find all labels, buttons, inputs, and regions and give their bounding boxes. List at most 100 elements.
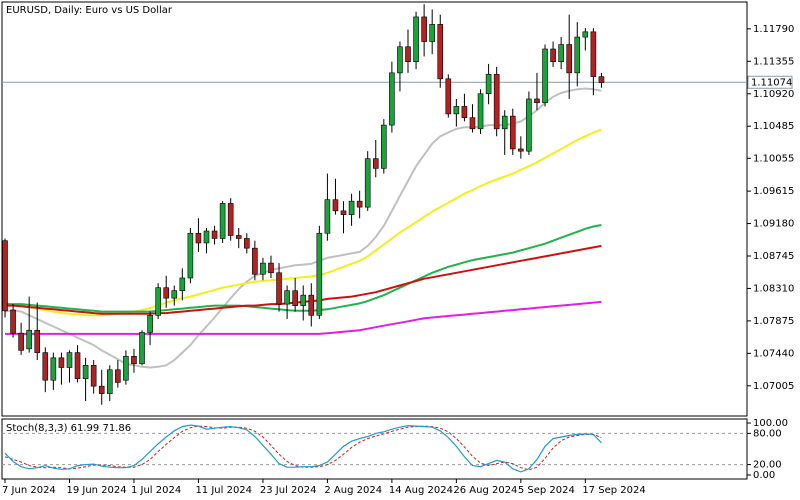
candle-body <box>58 357 65 368</box>
candle-body <box>485 74 492 95</box>
stochastic-main-line <box>4 424 602 473</box>
candle <box>187 228 194 284</box>
candle-body <box>542 48 548 104</box>
candle <box>413 11 419 70</box>
candle-body <box>219 203 226 239</box>
candle-body <box>147 314 153 333</box>
candle-body <box>308 294 315 316</box>
candle <box>58 352 65 385</box>
candle-body <box>437 24 444 80</box>
candle-body <box>284 290 290 305</box>
stochastic-tick-label: 20.00 <box>753 460 782 471</box>
candle-body <box>244 238 250 249</box>
candle <box>372 140 379 178</box>
candle <box>106 365 113 402</box>
date-tick-label: 23 Jul 2024 <box>260 485 317 496</box>
date-tick-label: 19 Jun 2024 <box>66 485 126 496</box>
stochastic-frame <box>1 418 748 480</box>
candle <box>421 4 427 57</box>
price-tick-label: 1.10055 <box>753 153 794 164</box>
candle-body <box>389 72 395 126</box>
candle-body <box>163 287 169 299</box>
candle-body <box>526 98 532 152</box>
candle <box>219 201 226 243</box>
candle <box>566 14 573 99</box>
candle <box>260 257 266 281</box>
main-chart-frame <box>1 1 748 417</box>
candle-body <box>421 16 427 42</box>
candle-body <box>348 200 355 215</box>
candle-body <box>405 46 411 62</box>
stochastic-tick-label: 0.00 <box>753 470 775 481</box>
candle-body <box>90 364 97 387</box>
candle-body <box>582 31 589 38</box>
candle-body <box>372 158 379 169</box>
stochastic-layer <box>2 424 747 473</box>
candle-body <box>252 247 258 275</box>
candle-body <box>469 117 476 130</box>
candle-body <box>139 332 145 365</box>
candle <box>268 255 274 278</box>
candle <box>26 296 32 353</box>
date-tick-label: 7 Jun 2024 <box>2 485 56 496</box>
candle <box>284 285 290 320</box>
candle-body <box>566 44 573 74</box>
candle-body <box>195 232 202 244</box>
candle <box>66 350 73 383</box>
candle <box>469 104 476 133</box>
candle-body <box>461 106 468 118</box>
candles-layer <box>2 4 605 405</box>
candle-body <box>123 356 129 381</box>
candle <box>477 89 484 135</box>
candle <box>10 304 16 338</box>
date-tick-label: 14 Aug 2024 <box>389 485 453 496</box>
price-tick-label: 1.09615 <box>753 186 794 197</box>
candle-body <box>381 124 387 169</box>
candle <box>397 41 403 92</box>
candle-body <box>493 74 500 130</box>
candle <box>300 285 307 321</box>
candle <box>195 218 202 252</box>
candle <box>389 61 395 133</box>
candle <box>526 91 532 155</box>
candle-body <box>106 369 113 394</box>
candle <box>381 119 387 174</box>
candle <box>98 369 105 405</box>
candle <box>123 350 129 385</box>
candle <box>227 198 234 241</box>
candle-body <box>413 16 419 62</box>
candle <box>203 228 210 254</box>
candle-body <box>18 332 24 351</box>
candle-body <box>260 262 266 275</box>
candle <box>534 72 540 111</box>
price-tick-label: 1.08310 <box>753 283 794 294</box>
candle-body <box>534 98 540 104</box>
candle <box>74 345 81 383</box>
price-tick-label: 1.07875 <box>753 316 794 327</box>
candle-body <box>364 158 371 208</box>
candle <box>131 348 137 373</box>
candle-body <box>550 48 556 62</box>
date-axis: 7 Jun 2024 19 Jun 2024 1 Jul 2024 11 Jul 20… <box>2 479 646 496</box>
candle <box>461 93 468 122</box>
candle <box>211 225 218 245</box>
price-axis: 1.11790 1.11355 1.10920 1.10485 1.10055 1.096… <box>747 24 794 392</box>
candle-body <box>300 294 307 306</box>
candle <box>590 28 597 96</box>
stochastic-tick-label: 100.00 <box>753 418 788 429</box>
candle-body <box>590 31 597 77</box>
candle-body <box>429 24 435 42</box>
candle-body <box>82 364 89 380</box>
moving-average-line-5 <box>5 300 602 335</box>
candle <box>252 240 258 281</box>
candle-body <box>42 352 49 381</box>
candle <box>364 151 371 211</box>
candle <box>244 233 250 254</box>
candle-body <box>235 235 242 239</box>
date-tick-label: 17 Sep 2024 <box>582 485 645 496</box>
date-tick-label: 5 Sep 2024 <box>518 485 575 496</box>
candle-body <box>324 199 331 234</box>
